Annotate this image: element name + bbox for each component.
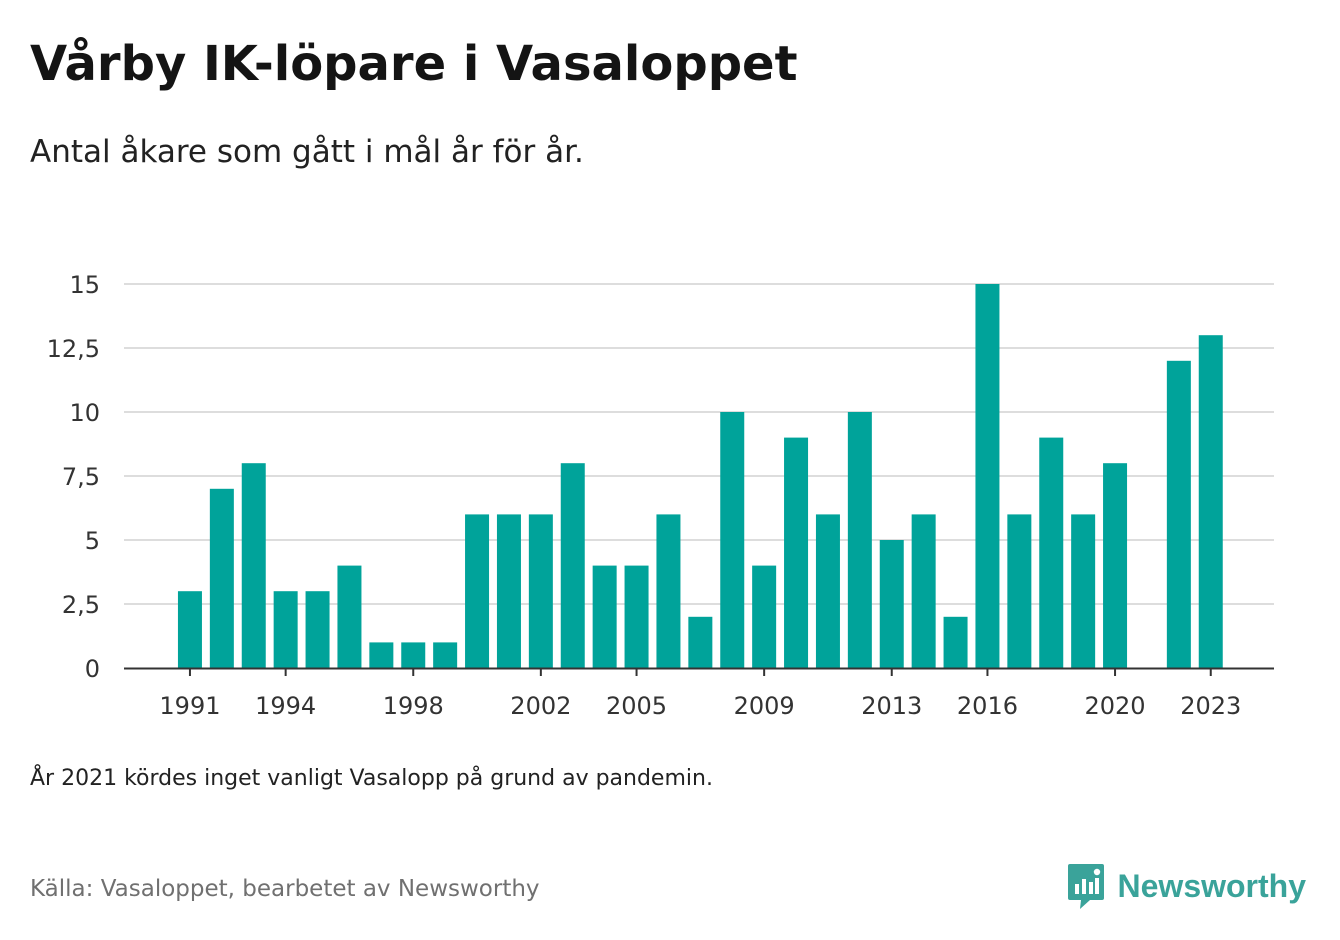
chart-note: År 2021 kördes inget vanligt Vasalopp på… [30,766,713,791]
gridlines [124,283,1274,605]
bar-1999 [433,642,458,668]
bar-2008 [720,412,745,668]
bar-2007 [688,616,713,668]
y-tick-label: 2,5 [62,591,100,619]
bar-1992 [209,488,234,668]
bar-2003 [560,463,585,668]
bar-2017 [1007,514,1032,668]
y-tick-label: 12,5 [47,335,100,363]
bar-2015 [943,616,968,668]
bar-2004 [592,565,617,668]
y-tick-label: 7,5 [62,463,100,491]
x-tick-label: 2020 [1085,692,1146,720]
bar-2001 [496,514,521,668]
bar-2009 [752,565,777,668]
bar-1993 [241,463,266,668]
source-credit: Källa: Vasaloppet, bearbetet av Newswort… [30,876,540,902]
chart-title: Vårby IK-löpare i Vasaloppet [30,36,798,92]
x-tick-label: 1991 [159,692,220,720]
chart-subtitle: Antal åkare som gått i mål år för år. [30,134,584,170]
newsworthy-logo-icon [1067,864,1104,909]
bar-2012 [847,412,872,668]
bar-2022 [1166,360,1191,668]
x-tick-label: 2002 [510,692,571,720]
bar-1997 [369,642,394,668]
bar-1995 [305,591,330,668]
x-tick-label: 1994 [255,692,316,720]
bar-1991 [177,591,202,668]
brand-name: Newsworthy [1117,867,1306,904]
x-tick-label: 2013 [861,692,922,720]
bars [177,284,1223,668]
x-tick-label: 2023 [1180,692,1241,720]
x-tick-label: 1998 [383,692,444,720]
bar-2013 [879,540,904,668]
y-tick-label: 15 [69,271,100,299]
bar-2016 [975,284,1000,668]
x-tick-label: 2016 [957,692,1018,720]
bar-2019 [1071,514,1096,668]
bar-2000 [465,514,490,668]
bar-1994 [273,591,298,668]
bar-2018 [1039,437,1064,668]
bar-2011 [815,514,840,668]
bar-2023 [1198,335,1223,668]
y-tick-label: 5 [85,527,100,555]
bar-1998 [401,642,426,668]
bar-1996 [337,565,362,668]
x-tick-label: 2009 [734,692,795,720]
y-tick-label: 10 [69,399,100,427]
bar-2006 [656,514,681,668]
x-tick-label: 2005 [606,692,667,720]
axes: 0 2,5 5 7,5 10 12,5 15 1991 1994 1998 2002 2005 2009… [47,271,1274,720]
brand-logo: Newsworthy [1066,862,1306,910]
bar-2005 [624,565,649,668]
y-tick-label: 0 [85,655,100,683]
bar-2010 [784,437,809,668]
bar-2002 [528,514,553,668]
bar-2014 [911,514,936,668]
bar-2020 [1103,463,1128,668]
